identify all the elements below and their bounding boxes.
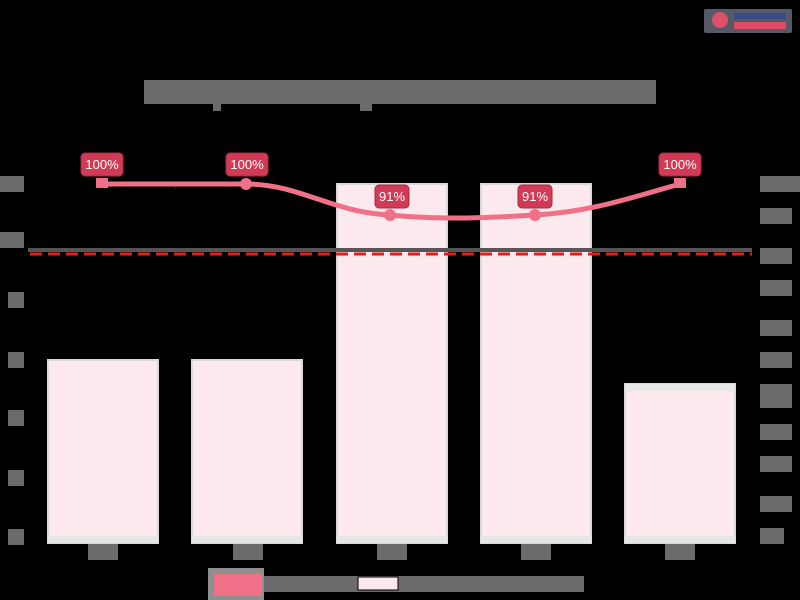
- data-label-4: 100%: [658, 152, 702, 177]
- right-axis: [760, 176, 800, 544]
- line-point-1[interactable]: [240, 178, 252, 190]
- svg-text:100%: 100%: [85, 157, 119, 172]
- logo-text-line-2: [734, 22, 786, 29]
- line-series: [96, 178, 686, 221]
- legend-swatch-bar[interactable]: [357, 576, 399, 591]
- data-label-3: 91%: [517, 184, 553, 209]
- left-axis: [0, 176, 24, 545]
- chart-title-descender: [213, 104, 221, 111]
- line-point-2[interactable]: [384, 209, 396, 221]
- logo-text-line-1: [734, 13, 786, 19]
- data-label-0: 100%: [80, 152, 124, 177]
- chart-title: [144, 80, 656, 104]
- chart-title-descender: [360, 104, 372, 111]
- line-point-0[interactable]: [96, 178, 108, 188]
- legend-label-bar[interactable]: [400, 576, 584, 592]
- bar-0[interactable]: [47, 359, 159, 544]
- reference-line: [28, 248, 752, 256]
- svg-text:100%: 100%: [230, 157, 264, 172]
- line-point-4[interactable]: [674, 178, 686, 188]
- x-axis-labels: [88, 544, 695, 560]
- legend-label-line[interactable]: [264, 576, 356, 592]
- legend: [208, 568, 584, 600]
- bar-1[interactable]: [191, 359, 303, 544]
- legend-swatch-line[interactable]: [214, 574, 262, 596]
- bar-3[interactable]: [480, 183, 592, 544]
- bar-4[interactable]: [624, 383, 736, 544]
- data-label-1: 100%: [225, 152, 269, 177]
- logo-mark-icon: [712, 12, 728, 28]
- svg-text:100%: 100%: [663, 157, 697, 172]
- data-labels: 100% 100% 91% 91% 100%: [80, 152, 702, 209]
- svg-text:91%: 91%: [522, 189, 548, 204]
- data-label-2: 91%: [374, 184, 410, 209]
- brand-logo: [704, 9, 792, 33]
- bar-2[interactable]: [336, 183, 448, 544]
- bar-series: [47, 183, 736, 544]
- svg-text:91%: 91%: [379, 189, 405, 204]
- line-point-3[interactable]: [529, 209, 541, 221]
